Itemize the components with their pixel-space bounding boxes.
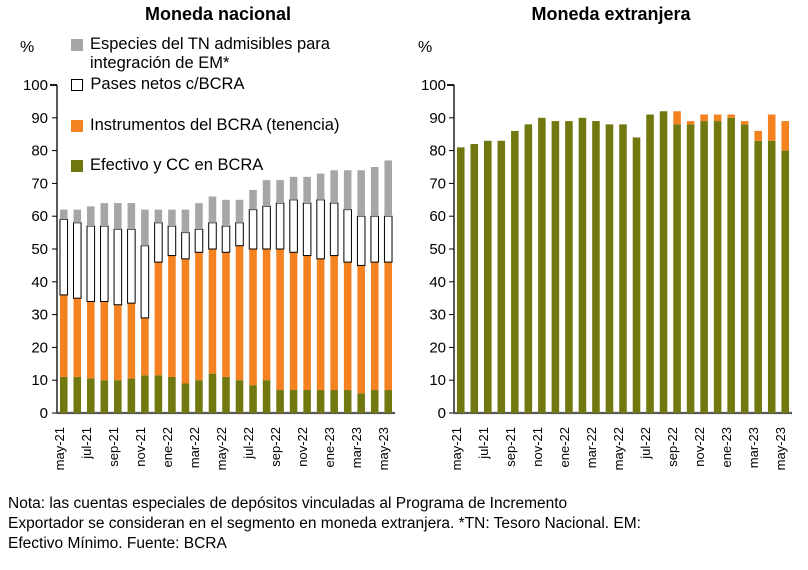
svg-text:may-23: may-23 [376,427,391,470]
svg-text:20: 20 [429,339,446,356]
svg-text:90: 90 [31,110,48,127]
svg-text:nov-22: nov-22 [295,427,310,467]
svg-text:sep-21: sep-21 [503,427,518,467]
svg-text:nov-21: nov-21 [530,427,545,467]
svg-text:30: 30 [31,307,48,324]
svg-text:10: 10 [31,372,48,389]
svg-text:40: 40 [31,274,48,291]
svg-text:0: 0 [40,405,48,422]
svg-text:80: 80 [31,143,48,160]
svg-text:jul-22: jul-22 [241,427,256,460]
svg-text:mar-23: mar-23 [349,427,364,468]
svg-text:sep-22: sep-22 [665,427,680,467]
svg-text:70: 70 [429,175,446,192]
svg-text:ene-22: ene-22 [557,427,572,467]
svg-text:mar-22: mar-22 [584,427,599,468]
svg-text:may-21: may-21 [52,427,67,470]
svg-text:%: % [20,39,34,56]
svg-text:60: 60 [31,208,48,225]
svg-text:sep-22: sep-22 [268,427,283,467]
svg-text:100: 100 [421,77,446,94]
svg-text:jul-21: jul-21 [476,427,491,460]
svg-text:may-21: may-21 [449,427,464,470]
svg-text:ene-23: ene-23 [322,427,337,467]
svg-text:60: 60 [429,208,446,225]
svg-text:%: % [418,39,432,56]
svg-text:80: 80 [429,143,446,160]
svg-text:Moneda nacional: Moneda nacional [145,4,291,24]
svg-text:may-23: may-23 [773,427,788,470]
svg-text:40: 40 [429,274,446,291]
svg-text:jul-21: jul-21 [79,427,94,460]
svg-text:10: 10 [429,372,446,389]
svg-text:0: 0 [438,405,446,422]
svg-text:may-22: may-22 [611,427,626,470]
svg-text:mar-23: mar-23 [746,427,761,468]
svg-text:100: 100 [23,77,48,94]
svg-text:90: 90 [429,110,446,127]
svg-text:ene-23: ene-23 [719,427,734,467]
svg-text:ene-22: ene-22 [160,427,175,467]
svg-text:nov-22: nov-22 [692,427,707,467]
svg-text:may-22: may-22 [214,427,229,470]
svg-text:nov-21: nov-21 [133,427,148,467]
svg-text:30: 30 [429,307,446,324]
svg-text:70: 70 [31,175,48,192]
svg-text:Moneda extranjera: Moneda extranjera [531,4,691,24]
svg-text:sep-21: sep-21 [106,427,121,467]
svg-text:50: 50 [429,241,446,258]
svg-text:jul-22: jul-22 [638,427,653,460]
svg-text:50: 50 [31,241,48,258]
svg-text:mar-22: mar-22 [187,427,202,468]
svg-text:20: 20 [31,339,48,356]
